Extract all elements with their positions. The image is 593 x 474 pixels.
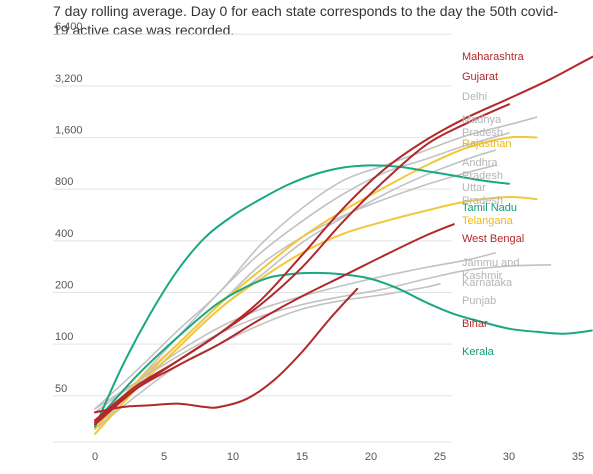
series-line-uttar-pradesh xyxy=(94,164,496,426)
x-tick-label: 35 xyxy=(572,451,584,463)
series-line-delhi xyxy=(94,116,538,410)
series-label-madhya-pradesh: Madhya Pradesh xyxy=(462,114,503,139)
series-line-madhya-pradesh xyxy=(94,132,510,435)
y-tick-label: 200 xyxy=(55,279,73,291)
series-label-karnataka: Karnataka xyxy=(462,277,513,289)
gridlines xyxy=(53,33,452,443)
x-tick-label: 0 xyxy=(92,451,98,463)
series-label-west-bengal: West Bengal xyxy=(462,233,524,245)
y-tick-label: 100 xyxy=(55,331,73,343)
series-line-west-bengal xyxy=(94,223,455,424)
x-tick-label: 15 xyxy=(296,451,308,463)
series-label-maharashtra: Maharashtra xyxy=(462,51,525,63)
x-axis: 0 5 10 15 20 25 30 35 xyxy=(92,451,584,463)
series-labels: Maharashtra Gujarat Delhi Madhya PradeshRaja… xyxy=(462,51,525,358)
series-line-karnataka xyxy=(94,264,552,410)
series-label-kerala: Kerala xyxy=(462,346,495,358)
x-tick-label: 30 xyxy=(503,451,515,463)
series-label-telangana: Telangana xyxy=(462,215,514,227)
series-label-bihar: Bihar xyxy=(462,318,488,330)
series-label-delhi: Delhi xyxy=(462,91,487,103)
y-tick-label: 800 xyxy=(55,176,73,188)
series-label-tamil-nadu: Tamil Nadu xyxy=(462,202,517,214)
x-tick-label: 5 xyxy=(161,451,167,463)
series-label-andhra-pradesh: Andhra Pradesh xyxy=(462,157,503,182)
series-label-rajasthan: Rajasthan xyxy=(462,138,512,150)
x-tick-label: 20 xyxy=(365,451,377,463)
series-line-kerala xyxy=(94,271,593,424)
series-line-rajasthan xyxy=(94,135,538,430)
series-line-telangana xyxy=(94,195,538,435)
series-label-jammu-and-kashmir: Jammu and Kashmir xyxy=(462,257,519,282)
x-tick-label: 10 xyxy=(227,451,239,463)
series-line-gujarat xyxy=(94,103,510,426)
series-label-punjab: Punjab xyxy=(462,295,496,307)
x-tick-label: 25 xyxy=(434,451,446,463)
y-tick-label: 50 xyxy=(55,383,67,395)
y-tick-label: 6,400 xyxy=(55,21,83,33)
y-tick-label: 1,600 xyxy=(55,125,83,137)
series-line-bihar xyxy=(94,287,359,414)
y-tick-label: 400 xyxy=(55,228,73,240)
series-line-punjab xyxy=(94,282,441,430)
series-lines xyxy=(94,55,593,435)
series-label-uttar-pradesh: Uttar Pradesh xyxy=(462,182,503,207)
y-axis: 50 100 200 400 800 1,600 3,200 6,400 xyxy=(55,21,83,395)
series-line-tamil-nadu xyxy=(94,164,510,428)
series-label-gujarat: Gujarat xyxy=(462,71,498,83)
series-line-maharashtra xyxy=(94,55,593,422)
y-tick-label: 3,200 xyxy=(55,73,83,85)
